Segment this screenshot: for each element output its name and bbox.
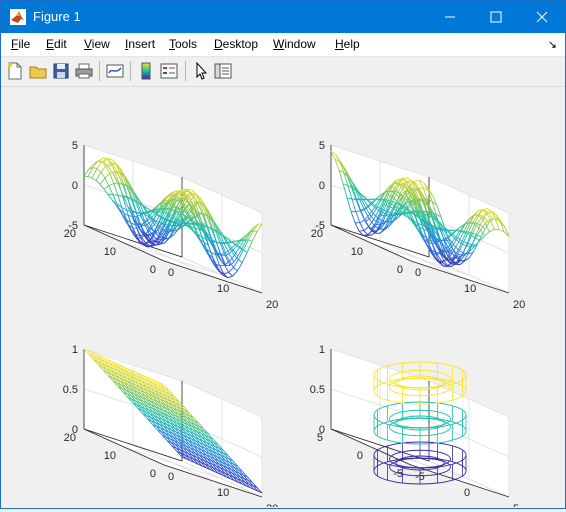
window-title: Figure 1	[33, 9, 81, 24]
menu-window[interactable]: Window	[273, 37, 316, 51]
minimize-button[interactable]	[427, 1, 473, 33]
close-icon	[519, 1, 565, 33]
menu-file[interactable]: File	[11, 37, 30, 51]
y-tick-label: 10	[104, 246, 116, 258]
z-tick-label: 0.5	[63, 384, 78, 396]
property-inspector-icon[interactable]	[213, 61, 233, 81]
mesh-line	[455, 256, 460, 257]
close-button[interactable]	[519, 1, 565, 33]
menu-help[interactable]: Help	[335, 37, 360, 51]
x-tick-label: 0	[168, 471, 174, 483]
x-tick-label: 10	[217, 283, 229, 295]
mesh-line	[448, 266, 452, 267]
x-tick-label: 20	[266, 299, 278, 311]
menu-tools[interactable]: Tools	[169, 37, 197, 51]
mesh-line	[363, 235, 368, 236]
x-tick-label: 0	[464, 487, 470, 499]
y-tick-label: 20	[311, 228, 323, 240]
toolbar-separator	[130, 61, 131, 81]
toolbar-separator	[185, 61, 186, 81]
toolbar-separator	[99, 61, 100, 81]
subplot-bottom-right[interactable]: 10.50-50550-5	[310, 344, 519, 507]
dock-arrow-icon[interactable]: ↘	[548, 38, 557, 51]
menu-desktop[interactable]: Desktop	[214, 37, 258, 51]
z-tick-label: 0.5	[310, 384, 325, 396]
x-tick-label: 20	[513, 299, 525, 311]
x-tick-label: 0	[415, 267, 421, 279]
subplot-grid: 50-5010202010050-5010202010010.500102020…	[2, 87, 564, 507]
mesh-line	[418, 188, 423, 189]
z-tick-label: 0	[319, 180, 325, 192]
minimize-icon	[427, 1, 473, 33]
mesh-line	[113, 195, 118, 196]
mesh-line	[381, 199, 386, 200]
maximize-button[interactable]	[473, 1, 519, 33]
link-plot-icon[interactable]	[105, 61, 125, 81]
mesh-line	[351, 211, 356, 212]
subplot-bottom-left[interactable]: 10.500102020100	[63, 344, 279, 507]
legend-icon[interactable]	[159, 61, 179, 81]
y-tick-label: 10	[351, 246, 363, 258]
x-tick-label: 20	[266, 503, 278, 507]
menu-view[interactable]: View	[84, 37, 110, 51]
print-icon[interactable]	[74, 61, 94, 81]
y-tick-label: 5	[317, 432, 323, 444]
mesh-line	[493, 219, 497, 220]
mesh-line	[172, 207, 176, 208]
title-bar[interactable]: Figure 1	[1, 1, 565, 33]
menu-bar: File Edit View Insert Tools Desktop Wind…	[1, 33, 565, 57]
z-tick-label: 5	[72, 140, 78, 152]
z-tick-label: 1	[72, 344, 78, 356]
maximize-icon	[473, 1, 519, 33]
z-tick-label: 1	[319, 344, 325, 356]
matlab-icon	[10, 9, 26, 25]
y-tick-label: 0	[150, 468, 156, 480]
y-tick-label: 10	[104, 450, 116, 462]
y-tick-label: 0	[150, 264, 156, 276]
y-tick-label: 0	[397, 264, 403, 276]
y-tick-label: 20	[64, 432, 76, 444]
figure-toolbar	[1, 57, 565, 87]
save-icon[interactable]	[51, 61, 71, 81]
y-tick-label: 0	[357, 450, 363, 462]
menu-insert[interactable]: Insert	[125, 37, 155, 51]
z-tick-label: 0	[72, 180, 78, 192]
y-tick-label: 20	[64, 228, 76, 240]
x-tick-label: -5	[415, 471, 425, 483]
figure-canvas: 50-5010202010050-5010202010010.500102020…	[2, 87, 564, 507]
mesh-line	[170, 230, 174, 231]
mesh-line	[467, 246, 471, 247]
x-tick-label: 5	[513, 503, 519, 507]
x-tick-label: 10	[217, 487, 229, 499]
pointer-icon[interactable]	[191, 61, 211, 81]
x-tick-label: 0	[168, 267, 174, 279]
mesh-line	[187, 223, 191, 224]
z-tick-label: 5	[319, 140, 325, 152]
menu-edit[interactable]: Edit	[46, 37, 67, 51]
new-figure-icon[interactable]	[5, 61, 25, 81]
mesh-line	[253, 231, 257, 232]
colorbar-icon[interactable]	[136, 61, 156, 81]
open-file-icon[interactable]	[28, 61, 48, 81]
y-tick-label: -5	[393, 468, 403, 480]
x-tick-label: 10	[464, 283, 476, 295]
